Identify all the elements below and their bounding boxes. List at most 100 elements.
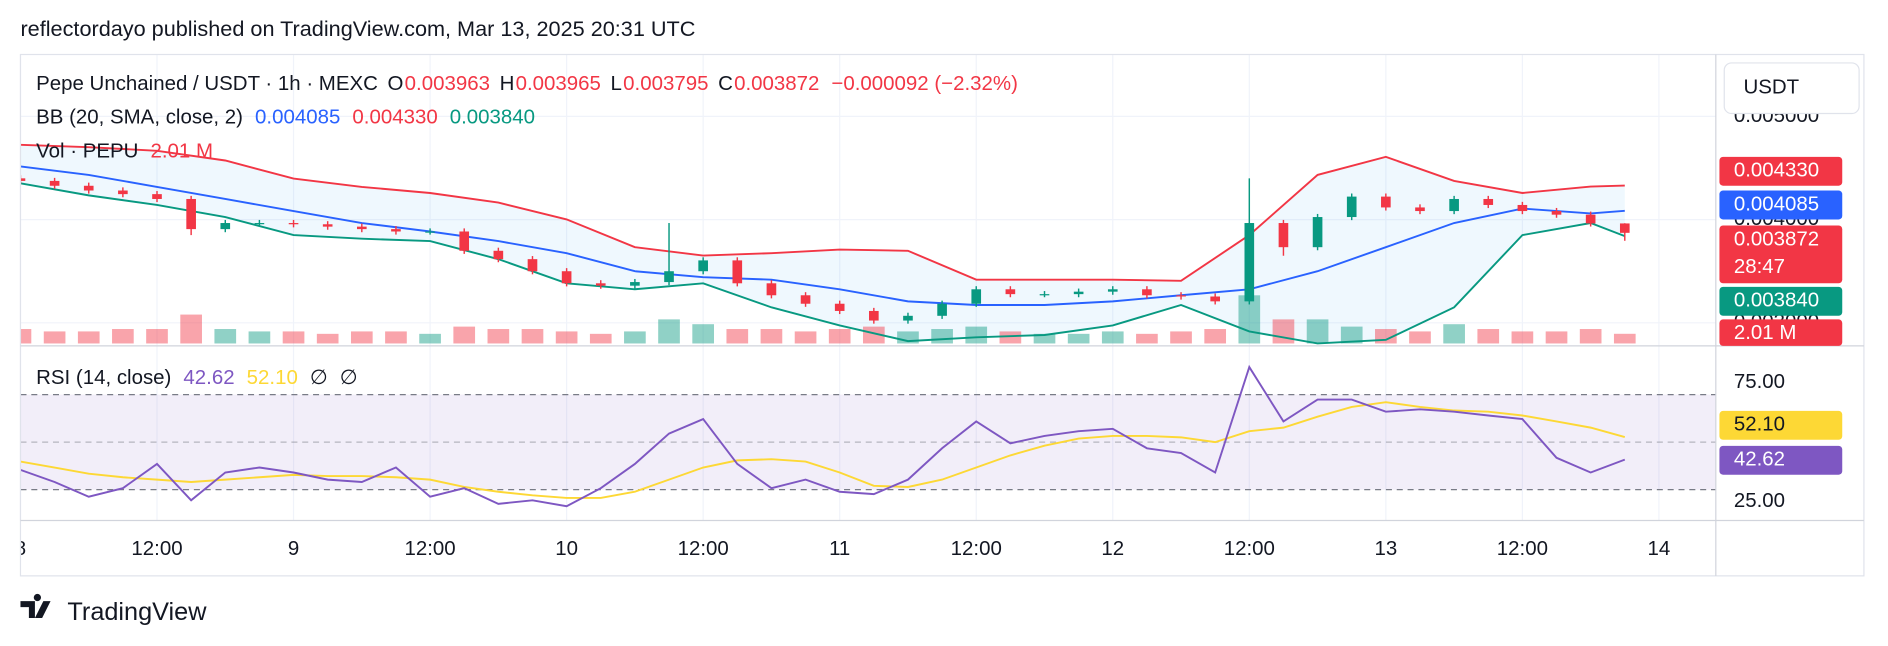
legend-text: C [718,72,733,95]
price-tag [1719,286,1843,316]
price-tag-label: 42.62 [1734,448,1785,471]
x-tick-label: 12:00 [678,537,729,560]
volume-bar [760,329,783,344]
bb-line [20,165,1625,306]
volume-bar [1443,324,1465,344]
candle-body [459,231,470,251]
legend-text: O [388,72,404,95]
volume-bar [1067,333,1090,344]
candle-body [1551,211,1562,215]
volume-bar [999,331,1022,344]
x-tick-label: 13 [1374,537,1397,560]
volume-bar [658,319,680,344]
currency: USDT [1744,76,1800,99]
legend-text: H [500,72,515,95]
candle-body [20,178,26,181]
candle-body [971,289,982,304]
legend-text: Vol · PEPU [36,139,138,162]
candle-body [1517,204,1528,212]
candle-body [561,271,572,284]
candle-body [1346,196,1357,218]
legend-text: 0.003963 [405,72,490,95]
volume-bar [316,333,339,344]
candle-body [1449,198,1459,212]
volume-bar [20,329,32,344]
brand: TradingView [67,598,207,626]
legend-text: 0.004085 [255,106,340,129]
candle-body [391,229,401,232]
bb-fill [20,144,1625,344]
price-tag-label: 0.003840 [1734,289,1819,312]
candle-body [49,180,60,186]
volume-bar [1409,331,1431,344]
candle-body [220,223,231,230]
volume-bar [1033,333,1056,344]
volume-bar [828,329,851,344]
candle-body [1039,294,1050,296]
price-tag [1719,410,1843,440]
legend-text: −0.000092 (−2.32%) [831,72,1018,95]
rsi-tick-label: 25.00 [1734,489,1785,512]
volume-bar [282,331,305,344]
volume-bar [1579,329,1602,344]
candle-body [834,303,845,311]
x-tick-label: 14 [1648,537,1671,560]
candle-body [83,185,94,191]
candle-body [630,282,640,286]
candle-body [1483,198,1494,205]
legend-text: Pepe Unchained / USDT · 1h · MEXC [36,72,378,95]
legend-text: BB (20, SMA, close, 2) [36,106,243,129]
volume-bar [1272,319,1295,344]
chart-border [19,53,1865,577]
candle-body [1005,289,1016,295]
candle-body [527,259,538,272]
candle-body [1142,289,1152,296]
legend-text: RSI (14, close) [36,366,171,389]
candle-body [937,303,947,316]
bb-line [20,182,1626,345]
volume-bar [248,331,271,344]
volume-bar [1340,326,1363,344]
candle-body [254,223,265,225]
price-tag [1719,319,1843,346]
price-tag [1719,225,1843,284]
price-tag-label: 0.004330 [1734,159,1819,182]
volume-bar [1613,333,1636,344]
publisher: reflectordayo published on TradingView.c… [20,16,695,41]
legend-text: 0.004330 [352,106,437,129]
legend-text: 0.003840 [450,106,535,129]
legend-text: 0.003795 [623,72,708,95]
price-tag-label: 52.10 [1734,413,1785,436]
plot-layer [20,143,1716,508]
volume-bar [214,329,237,344]
volume-bar [419,333,441,344]
candle-body [800,295,811,304]
candle-body [288,223,299,225]
volume-bar [1101,331,1124,344]
volume-bar [589,333,612,344]
legend: Pepe Unchained / USDT · 1h · MEXC O 0.0039… [36,72,1018,389]
volume-bar [862,326,885,344]
volume-bar [146,329,168,344]
candle-body [1619,223,1630,233]
volume-bar [112,329,134,344]
x-tick-label: 12:00 [951,537,1002,560]
price-tag [1719,445,1843,475]
volume-bar [453,326,476,344]
volume-bar [931,329,953,344]
candle-body [1415,207,1425,212]
price-tag-label: 0.003872 [1734,227,1819,250]
x-axis: 8 12:00 9 12:00 10 12:00 11 12:00 12 12:00 13 12:00… [20,537,1671,560]
volume-bar [1204,329,1227,344]
candle-body [869,310,879,321]
candle-body [1585,214,1596,224]
candle-body [322,224,333,227]
volume-bar [726,329,749,344]
logo [20,593,51,618]
x-tick-label: 12:00 [1224,537,1275,560]
volume-bar [487,329,510,344]
candle-body [152,194,162,199]
legend-text: ∅ [310,366,328,389]
